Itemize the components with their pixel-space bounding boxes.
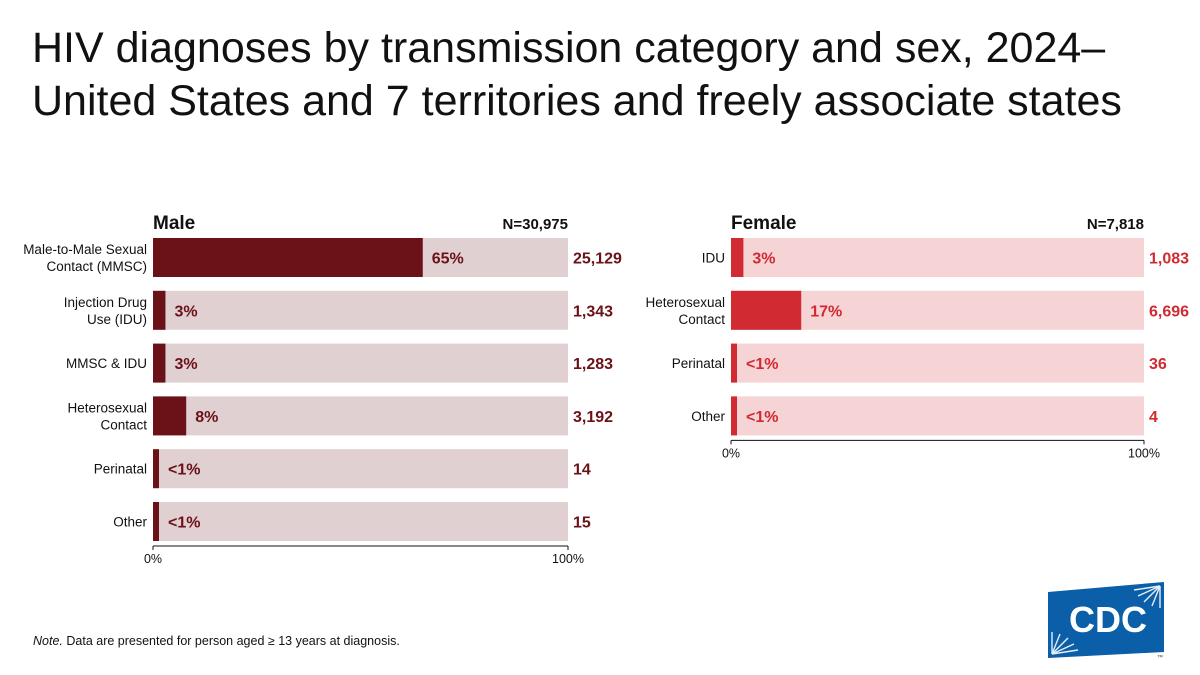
count-label: 14: [573, 462, 591, 479]
count-label: 25,129: [573, 251, 622, 268]
bar: [731, 290, 802, 330]
count-label: 15: [573, 515, 591, 532]
bar-track: [153, 502, 568, 541]
category-label: Other: [691, 409, 725, 424]
count-label: 4: [1149, 409, 1158, 426]
percent-label: <1%: [168, 462, 200, 479]
n-label: N=7,818: [1087, 216, 1144, 233]
bar: [153, 502, 159, 541]
percent-label: <1%: [746, 356, 778, 373]
bar: [731, 343, 737, 383]
category-label: Heterosexual Contact: [645, 295, 725, 327]
x-tick-label: 0%: [722, 446, 740, 460]
cdc-logo: CDC ™: [1048, 582, 1164, 660]
bar: [731, 396, 737, 436]
chart-title: HIV diagnoses by transmission category a…: [32, 24, 1122, 125]
count-label: 6,696: [1149, 303, 1189, 320]
bar-track: [731, 396, 1144, 436]
percent-label: <1%: [168, 515, 200, 532]
bar: [153, 343, 166, 383]
n-label: N=30,975: [503, 216, 568, 233]
female-bar-chart: Female N=7,818 3% 1,083 IDU 17% 6,696 Heterosex…: [645, 213, 1189, 460]
category-label: MMSC & IDU: [66, 356, 147, 371]
x-tick-label: 100%: [1128, 446, 1160, 460]
category-label: Heterosexual Contact: [67, 400, 147, 432]
count-label: 36: [1149, 356, 1167, 373]
category-label: Perinatal: [94, 462, 147, 477]
panel-title: Male: [153, 213, 195, 234]
bar: [731, 238, 744, 277]
footnote: Note. Data are presented for person aged…: [33, 634, 400, 648]
count-label: 1,283: [573, 356, 613, 373]
bar-track: [153, 449, 568, 489]
x-tick-label: 0%: [144, 552, 162, 566]
x-tick-label: 100%: [552, 552, 584, 566]
footnote-text: Data are presented for person aged ≥ 13 …: [62, 634, 400, 648]
percent-label: 3%: [174, 356, 197, 373]
category-label: Injection Drug Use (IDU): [64, 295, 147, 327]
bar: [153, 290, 166, 330]
bar-track: [731, 343, 1144, 383]
bar-track: [731, 238, 1144, 277]
percent-label: <1%: [746, 409, 778, 426]
logo-trademark: ™: [1157, 654, 1163, 660]
male-bar-chart: Male N=30,975 65% 25,129 Male-to-Male Sexual…: [23, 213, 622, 566]
count-label: 1,343: [573, 303, 613, 320]
percent-label: 17%: [810, 303, 842, 320]
bar: [153, 238, 423, 277]
footnote-label: Note.: [33, 634, 63, 648]
male-panel: Male N=30,975 65% 25,129 Male-to-Male Sexual…: [0, 205, 640, 585]
category-label: Perinatal: [672, 356, 725, 371]
percent-label: 8%: [195, 409, 218, 426]
bar-track: [153, 290, 568, 330]
logo-text: CDC: [1069, 599, 1147, 640]
bar-track: [153, 343, 568, 383]
count-label: 3,192: [573, 409, 613, 426]
count-label: 1,083: [1149, 251, 1189, 268]
percent-label: 3%: [174, 303, 197, 320]
female-panel: Female N=7,818 3% 1,083 IDU 17% 6,696 Heterosex…: [610, 205, 1190, 475]
category-label: Other: [113, 515, 147, 530]
bar-track: [153, 396, 568, 436]
percent-label: 65%: [432, 251, 464, 268]
bar: [153, 449, 159, 489]
percent-label: 3%: [752, 251, 775, 268]
panel-title: Female: [731, 213, 796, 234]
bar: [153, 396, 187, 436]
category-label: Male-to-Male Sexual Contact (MMSC): [23, 242, 147, 274]
category-label: IDU: [702, 251, 725, 266]
